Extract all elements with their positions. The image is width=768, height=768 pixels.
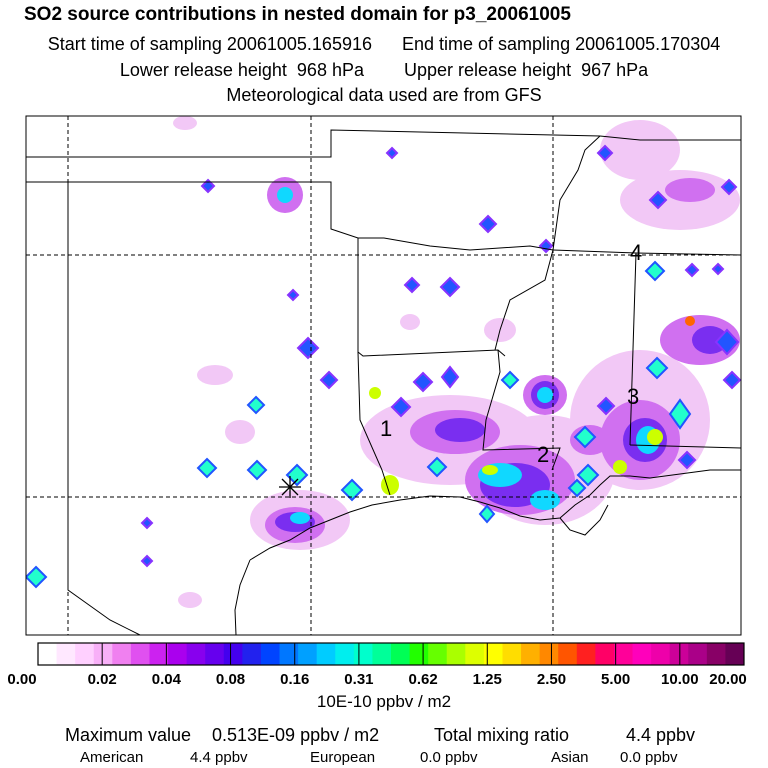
colorbar-tick-label: 2.50 — [536, 671, 567, 688]
colorbar-swatch — [391, 643, 411, 665]
colorbar-swatch — [149, 643, 169, 665]
colorbar-swatch — [56, 643, 76, 665]
max-value-label: Maximum value — [65, 725, 192, 745]
release-height-line: Lower release height 968 hPa Upper relea… — [119, 60, 649, 80]
colorbar-swatch — [112, 643, 132, 665]
american-value: 4.4 ppbv — [190, 749, 248, 766]
colorbar-tick-label: 0.02 — [87, 671, 117, 688]
colorbar-tick-label: 0.31 — [344, 671, 374, 688]
colorbar-swatch — [223, 643, 243, 665]
receptor-star-icon — [279, 476, 301, 498]
colorbar-swatch — [725, 643, 745, 665]
colorbar-swatch — [669, 643, 689, 665]
concentration-plumes — [26, 116, 741, 608]
colorbar-swatch — [260, 643, 281, 665]
colorbar-swatch — [242, 643, 262, 665]
colorbar-tick-label: 5.00 — [601, 671, 631, 688]
colorbar-swatch — [205, 643, 225, 665]
source-label-1: 1 — [380, 416, 392, 441]
coastline — [234, 469, 741, 635]
colorbar-swatch — [409, 643, 429, 665]
colorbar-frame — [37, 642, 745, 666]
colorbar-swatch — [93, 643, 113, 665]
colorbar-swatch — [335, 643, 355, 665]
colorbar-swatch — [372, 643, 392, 665]
map-area: 1 2 3 4 — [26, 116, 741, 635]
colorbar-swatch — [521, 643, 541, 665]
colorbar-swatch — [632, 643, 652, 665]
colorbar-swatch — [298, 643, 318, 665]
asian-value: 0.0 ppbv — [620, 749, 678, 766]
colorbar-swatch — [651, 643, 671, 665]
colorbar-units: 10E-10 ppbv / m2 — [316, 692, 452, 711]
colorbar-tick-label: 0.04 — [151, 671, 181, 688]
map-frame — [25, 115, 742, 636]
state-boundaries — [26, 129, 741, 635]
colorbar-tick-label: 0.08 — [215, 671, 246, 688]
european-label: European — [310, 749, 376, 766]
colorbar-tick-label: 0.62 — [408, 671, 438, 688]
colorbar-swatch — [595, 643, 615, 665]
colorbar-tick-label: 10.00 — [661, 671, 699, 688]
max-value: 0.513E-09 ppbv / m2 — [212, 725, 380, 745]
total-mixing-value: 4.4 ppbv — [626, 725, 696, 745]
colorbar-swatch — [576, 643, 596, 665]
colorbar-swatch — [706, 643, 726, 665]
source-label-4: 4 — [630, 240, 642, 265]
asian-label: Asian — [551, 749, 589, 766]
colorbar-swatch — [502, 643, 522, 665]
source-label-3: 3 — [627, 384, 639, 409]
colorbar-swatch — [428, 643, 448, 665]
colorbar — [38, 643, 745, 665]
colorbar-swatch — [613, 643, 634, 665]
colorbar-swatch — [446, 643, 466, 665]
colorbar-swatch — [465, 643, 485, 665]
colorbar-swatch — [539, 643, 559, 665]
colorbar-swatch — [186, 643, 206, 665]
colorbar-tick-label: 0.16 — [280, 671, 310, 688]
colorbar-swatch — [688, 643, 708, 665]
colorbar-tick-label: 0.00 — [7, 671, 37, 688]
meteorological-data-line: Meteorological data used are from GFS — [226, 85, 542, 105]
colorbar-swatch — [279, 643, 299, 665]
colorbar-swatch — [168, 643, 188, 665]
american-label: American — [80, 749, 144, 766]
colorbar-swatch — [558, 643, 578, 665]
colorbar-swatch — [38, 643, 58, 665]
source-labels: 1 2 3 4 — [380, 240, 642, 467]
colorbar-swatch — [353, 643, 373, 665]
colorbar-swatch — [75, 643, 95, 665]
sampling-time-line: Start time of sampling 20061005.165916 E… — [47, 34, 721, 54]
colorbar-swatch — [483, 643, 503, 665]
colorbar-tick-label: 20.00 — [709, 671, 747, 688]
european-value: 0.0 ppbv — [420, 749, 478, 766]
colorbar-swatch — [130, 643, 150, 665]
source-label-2: 2 — [537, 442, 549, 467]
total-mixing-label: Total mixing ratio — [434, 725, 570, 745]
map-title: SO2 source contributions in nested domai… — [24, 4, 571, 25]
colorbar-swatch — [316, 643, 336, 665]
colorbar-tick-label: 1.25 — [472, 671, 502, 688]
